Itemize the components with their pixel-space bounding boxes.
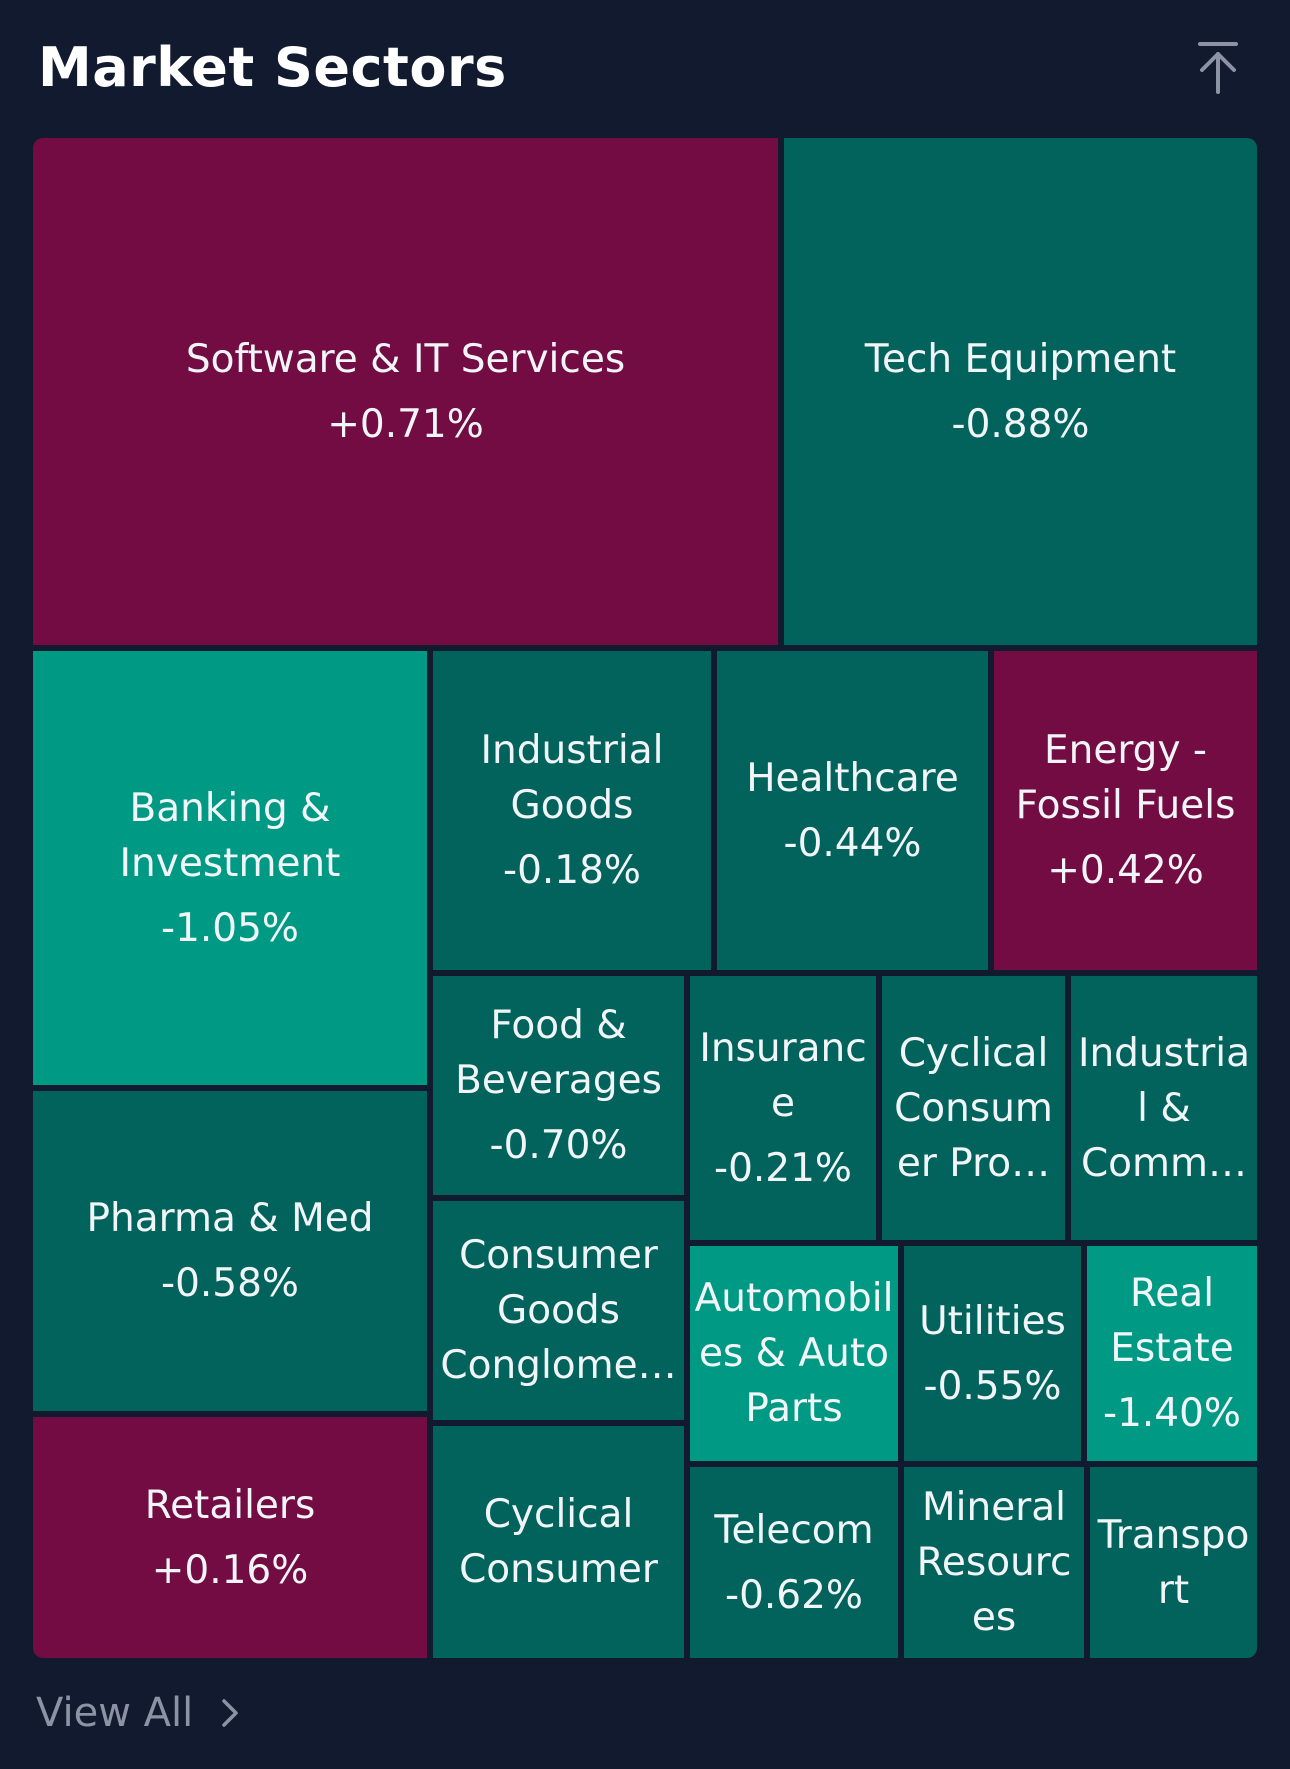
sector-name: Automobil es & Auto Parts <box>694 1276 894 1431</box>
sector-name: Food & Beverages <box>455 1003 662 1103</box>
sector-change: -0.55% <box>923 1363 1062 1409</box>
header: Market Sectors <box>0 0 1290 130</box>
page-title: Market Sectors <box>38 36 507 99</box>
sector-name: Banking & Investment <box>119 785 341 886</box>
sector-tile-utilities[interactable]: Utilities -0.55% <box>904 1246 1081 1461</box>
sector-tile-automobiles-auto-parts[interactable]: Automobil es & Auto Parts <box>690 1246 898 1461</box>
sector-tile-transport[interactable]: Transpo rt <box>1090 1467 1257 1658</box>
sector-name: Cyclical Consum er Pro… <box>894 1030 1053 1186</box>
sector-tile-pharma-med[interactable]: Pharma & Med -0.58% <box>33 1091 427 1411</box>
sector-change: -0.21% <box>714 1145 852 1191</box>
arrow-up-to-line-icon <box>1198 42 1238 94</box>
sector-change: +0.42% <box>1047 848 1204 893</box>
sector-name: Tech Equipment <box>864 336 1177 382</box>
sector-tile-software-it-services[interactable]: Software & IT Services +0.71% <box>33 138 778 645</box>
sector-name: Telecom <box>714 1507 874 1553</box>
sector-tile-industrial-commercial[interactable]: Industria l & Comm… <box>1071 976 1257 1240</box>
sector-tile-mineral-resources[interactable]: Mineral Resourc es <box>904 1467 1084 1658</box>
sector-tile-cyclical-consumer-products[interactable]: Cyclical Consum er Pro… <box>882 976 1065 1240</box>
sector-tile-consumer-goods-conglomerates[interactable]: Consumer Goods Conglome… <box>433 1201 684 1420</box>
view-all-link[interactable]: View All <box>36 1690 247 1736</box>
view-all-label: View All <box>36 1690 194 1736</box>
sector-change: +0.71% <box>327 401 484 447</box>
sector-name: Pharma & Med <box>86 1196 374 1241</box>
sector-change: +0.16% <box>151 1547 309 1593</box>
sector-name: Retailers <box>144 1482 316 1528</box>
sector-name: Consumer Goods Conglome… <box>440 1233 677 1388</box>
sector-tile-cyclical-consumer[interactable]: Cyclical Consumer <box>433 1426 684 1658</box>
sector-change: -1.40% <box>1103 1391 1241 1436</box>
sector-tile-real-estate[interactable]: Real Estate -1.40% <box>1087 1246 1257 1461</box>
sector-change: -0.70% <box>489 1123 628 1168</box>
collapse-button[interactable] <box>1190 38 1246 98</box>
sector-tile-telecom[interactable]: Telecom -0.62% <box>690 1467 898 1658</box>
sector-name: Mineral Resourc es <box>916 1485 1072 1640</box>
sector-name: Energy - Fossil Fuels <box>1015 728 1236 828</box>
sector-tile-healthcare[interactable]: Healthcare -0.44% <box>717 651 988 970</box>
sector-tile-industrial-goods[interactable]: Industrial Goods -0.18% <box>433 651 711 970</box>
sector-change: -0.62% <box>725 1572 863 1618</box>
sector-tile-food-beverages[interactable]: Food & Beverages -0.70% <box>433 976 684 1195</box>
sector-name: Insuranc e <box>699 1025 867 1126</box>
sector-change: -0.44% <box>783 820 922 866</box>
sector-name: Industrial Goods <box>480 728 664 828</box>
sector-name: Cyclical Consumer <box>459 1492 658 1592</box>
sector-change: -0.18% <box>503 848 641 893</box>
sector-tile-energy-fossil-fuels[interactable]: Energy - Fossil Fuels +0.42% <box>994 651 1257 970</box>
sector-tile-tech-equipment[interactable]: Tech Equipment -0.88% <box>784 138 1257 645</box>
sector-change: -1.05% <box>161 905 299 951</box>
sector-tile-insurance[interactable]: Insuranc e -0.21% <box>690 976 876 1240</box>
sector-treemap: Software & IT Services +0.71% Tech Equip… <box>33 138 1257 1658</box>
sector-tile-banking-investment[interactable]: Banking & Investment -1.05% <box>33 651 427 1085</box>
sector-name: Real Estate <box>1110 1271 1234 1371</box>
sector-tile-retailers[interactable]: Retailers +0.16% <box>33 1417 427 1658</box>
sector-name: Utilities <box>919 1298 1066 1344</box>
sector-name: Transpo rt <box>1097 1512 1250 1613</box>
sector-change: -0.58% <box>161 1261 299 1306</box>
sector-change: -0.88% <box>951 401 1090 447</box>
sector-name: Healthcare <box>746 755 959 801</box>
sector-name: Industria l & Comm… <box>1077 1030 1251 1186</box>
chevron-right-icon <box>222 1699 238 1727</box>
sector-name: Software & IT Services <box>185 336 626 382</box>
